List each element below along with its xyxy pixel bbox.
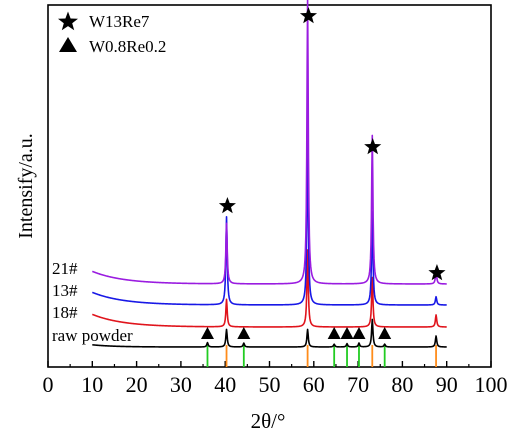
triangle-marker-1 bbox=[237, 327, 251, 339]
x-tick-label-40: 40 bbox=[214, 372, 236, 397]
legend-label-w08re02: W0.8Re0.2 bbox=[89, 37, 166, 56]
sample-label-0: raw powder bbox=[52, 326, 133, 345]
plot-frame bbox=[47, 4, 492, 368]
triangle-marker-5 bbox=[378, 327, 392, 339]
x-tick-label-10: 10 bbox=[81, 372, 103, 397]
star-marker-3 bbox=[428, 264, 446, 281]
legend-star-icon bbox=[58, 11, 78, 31]
x-tick-label-20: 20 bbox=[126, 372, 148, 397]
peak-markers bbox=[200, 7, 446, 339]
x-tick-label-60: 60 bbox=[303, 372, 325, 397]
x-axis-ticks: 0 10 20 30 40 50 60 70 80 90 100 bbox=[43, 361, 508, 397]
y-axis-label: Intensify/a.u. bbox=[15, 133, 37, 239]
sample-label-1: 18# bbox=[52, 303, 78, 322]
star-marker-0 bbox=[218, 197, 236, 214]
triangle-marker-3 bbox=[340, 327, 354, 339]
x-tick-label-70: 70 bbox=[347, 372, 369, 397]
x-tick-label-80: 80 bbox=[391, 372, 413, 397]
legend: W13Re7 W0.8Re0.2 bbox=[58, 11, 166, 56]
x-tick-label-100: 100 bbox=[475, 372, 508, 397]
triangle-marker-0 bbox=[200, 327, 214, 339]
legend-triangle-icon bbox=[59, 37, 77, 52]
series-curve-0 bbox=[91, 318, 448, 348]
x-tick-label-90: 90 bbox=[436, 372, 458, 397]
x-tick-label-50: 50 bbox=[259, 372, 281, 397]
sample-label-3: 21# bbox=[52, 259, 78, 278]
triangle-marker-2 bbox=[327, 327, 341, 339]
sample-labels: raw powder 18# 13# 21# bbox=[52, 259, 133, 345]
reference-lines bbox=[206, 345, 437, 367]
star-marker-2 bbox=[364, 138, 382, 155]
xrd-curves bbox=[91, 0, 448, 348]
triangle-marker-4 bbox=[352, 327, 366, 339]
star-marker-1 bbox=[299, 7, 318, 24]
series-curve-2 bbox=[91, 128, 448, 306]
series-curve-3 bbox=[91, 0, 448, 285]
sample-label-2: 13# bbox=[52, 281, 78, 300]
x-axis-label: 2θ/° bbox=[251, 409, 286, 433]
legend-label-w13re7: W13Re7 bbox=[89, 12, 150, 31]
x-tick-label-30: 30 bbox=[170, 372, 192, 397]
x-tick-label-0: 0 bbox=[43, 372, 54, 397]
series-curve-1 bbox=[91, 249, 448, 328]
